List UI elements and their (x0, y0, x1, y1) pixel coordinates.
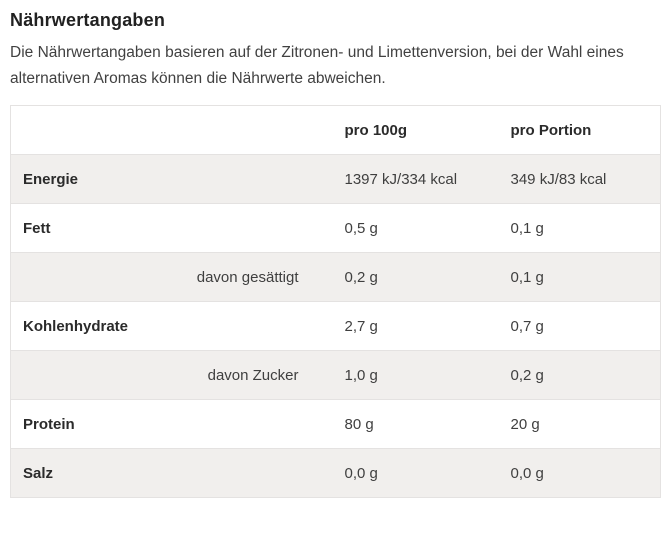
table-row-davon-zucker: davon Zucker 1,0 g 0,2 g (10, 350, 661, 400)
value-pro-portion: 349 kJ/83 kcal (498, 154, 661, 204)
table-row-fett: Fett 0,5 g 0,1 g (10, 203, 661, 253)
row-label: Protein (10, 399, 333, 449)
nutrition-section: Nährwertangaben Die Nährwertangaben basi… (10, 10, 661, 498)
value-pro-100g: 0,0 g (332, 448, 499, 498)
col-header-label (10, 105, 333, 155)
value-pro-portion: 0,1 g (498, 203, 661, 253)
row-label: Fett (10, 203, 333, 253)
value-pro-portion: 0,2 g (498, 350, 661, 400)
col-header-pro-100g: pro 100g (332, 105, 499, 155)
table-header-row: pro 100g pro Portion (10, 105, 661, 155)
value-pro-portion: 0,7 g (498, 301, 661, 351)
value-pro-100g: 2,7 g (332, 301, 499, 351)
table-row-davon-gesaettigt: davon gesättigt 0,2 g 0,1 g (10, 252, 661, 302)
col-header-pro-portion: pro Portion (498, 105, 661, 155)
value-pro-portion: 20 g (498, 399, 661, 449)
value-pro-100g: 0,5 g (332, 203, 499, 253)
value-pro-portion: 0,0 g (498, 448, 661, 498)
nutrition-disclaimer: Die Nährwertangaben basieren auf der Zit… (10, 44, 624, 87)
value-pro-100g: 80 g (332, 399, 499, 449)
value-pro-portion: 0,1 g (498, 252, 661, 302)
row-label: Salz (10, 448, 333, 498)
nutrition-table: pro 100g pro Portion Energie 1397 kJ/334… (10, 105, 661, 498)
table-row-kohlenhydrate: Kohlenhydrate 2,7 g 0,7 g (10, 301, 661, 351)
value-pro-100g: 1397 kJ/334 kcal (332, 154, 499, 204)
row-label: Kohlenhydrate (10, 301, 333, 351)
table-row-energie: Energie 1397 kJ/334 kcal 349 kJ/83 kcal (10, 154, 661, 204)
value-pro-100g: 1,0 g (332, 350, 499, 400)
row-label: Energie (10, 154, 333, 204)
value-pro-100g: 0,2 g (332, 252, 499, 302)
row-label: davon Zucker (10, 350, 333, 400)
page-title: Nährwertangaben (10, 10, 166, 30)
row-label: davon gesättigt (10, 252, 333, 302)
table-row-protein: Protein 80 g 20 g (10, 399, 661, 449)
table-row-salz: Salz 0,0 g 0,0 g (10, 448, 661, 498)
